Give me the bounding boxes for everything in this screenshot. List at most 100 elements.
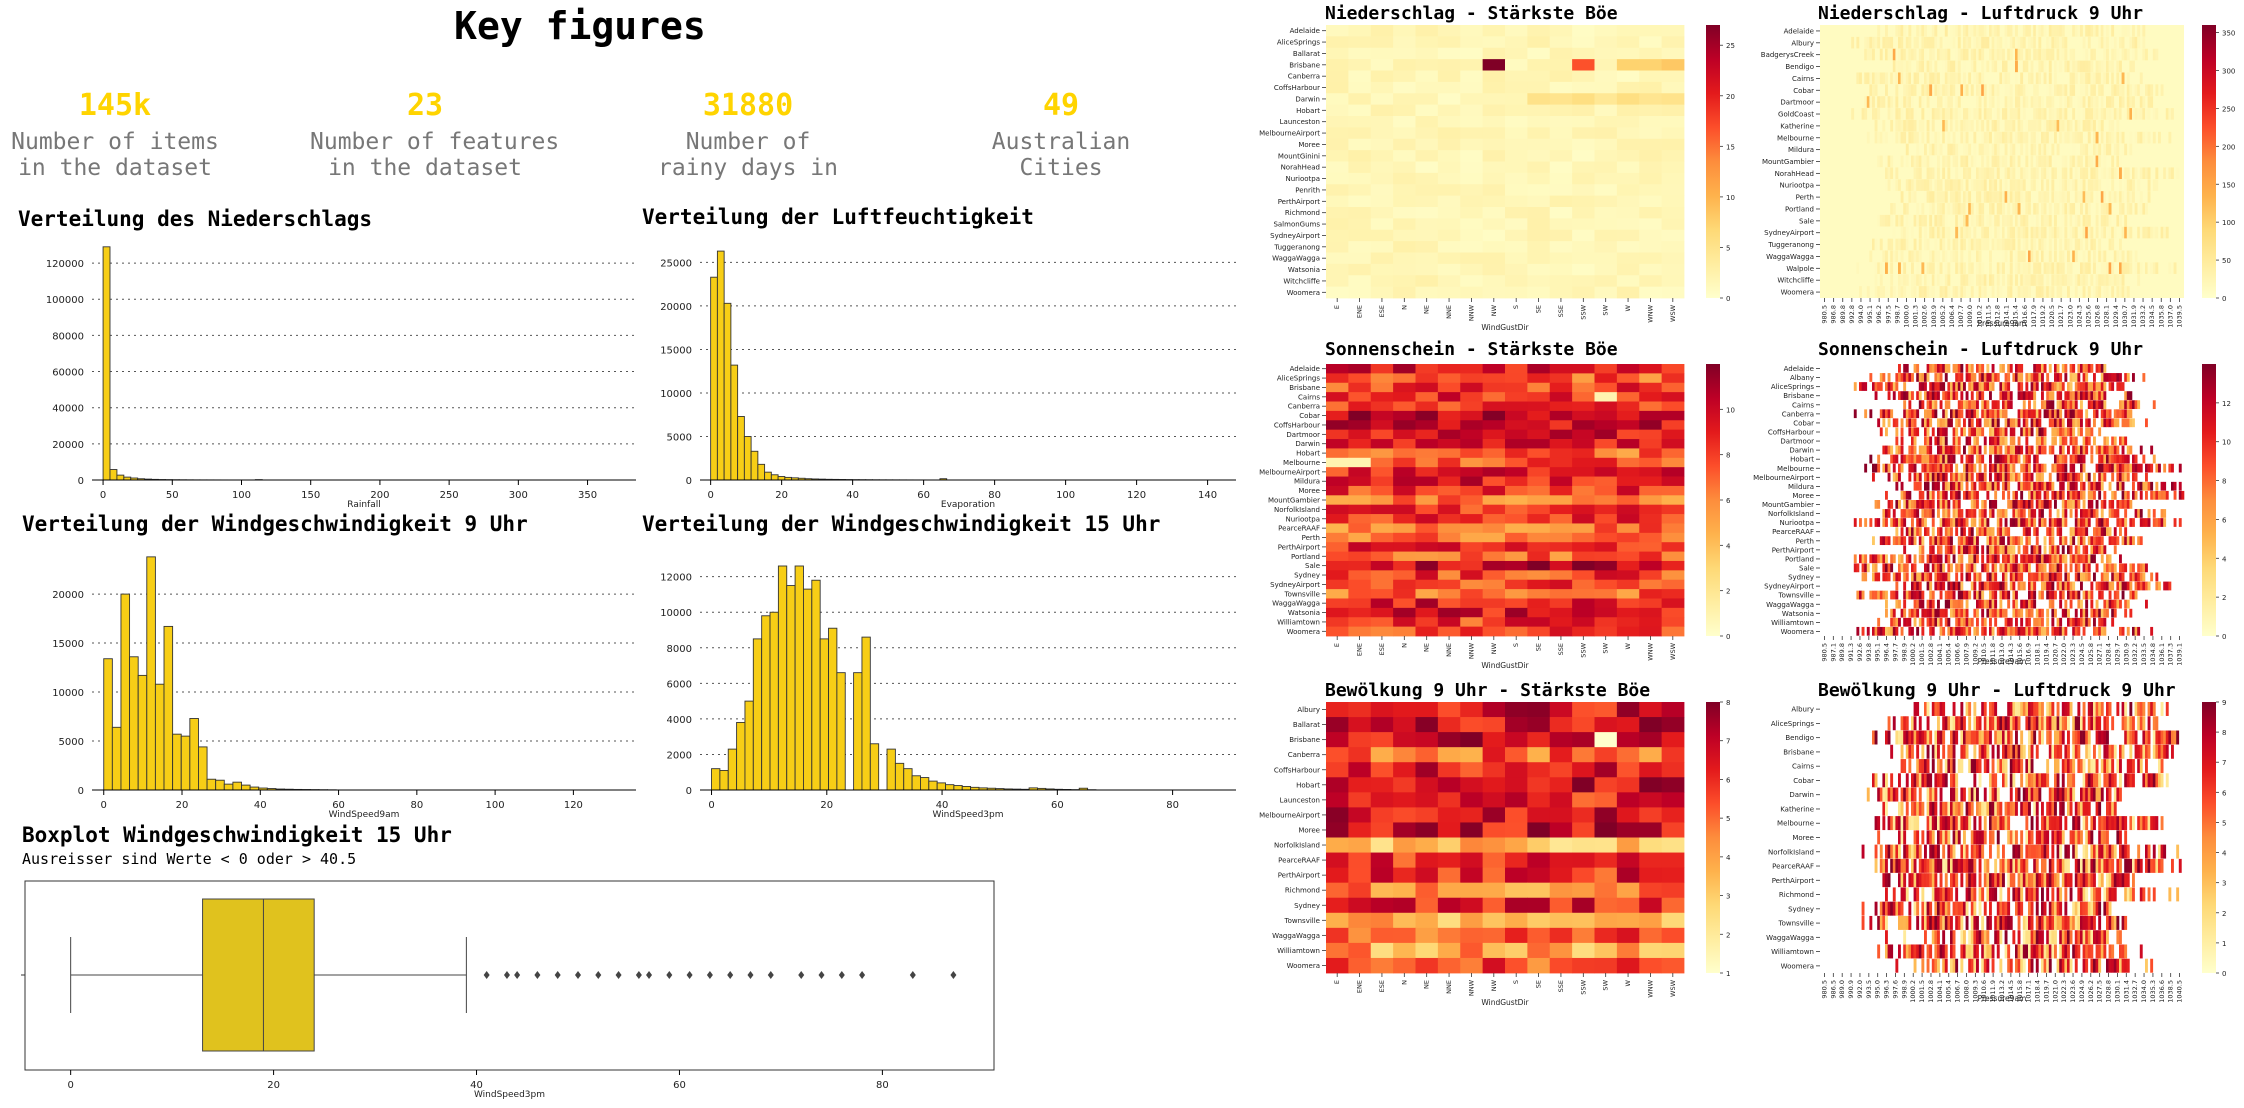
- heatmap-cell: [2059, 25, 2063, 37]
- heatmap-cell: [1594, 150, 1618, 162]
- heatmap-cell: [2077, 191, 2081, 203]
- heatmap-cell: [1926, 238, 1930, 251]
- heatmap-cell: [1963, 518, 1966, 527]
- heatmap-cell: [1639, 25, 1663, 37]
- heatmap-cell: [1939, 179, 1943, 191]
- heatmap-cell: [2035, 373, 2039, 382]
- heatmap-cell: [1882, 563, 1886, 573]
- heatmap-cell: [1866, 131, 1870, 144]
- heatmap-cell: [2035, 36, 2039, 49]
- heatmap-cell: [1437, 429, 1461, 440]
- heatmap-cell: [1895, 581, 1899, 591]
- heatmap-cell: [1965, 274, 1969, 286]
- heatmap-cell: [1924, 472, 1927, 482]
- heatmap-cell: [1970, 427, 1974, 437]
- heatmap-cell: [2080, 509, 2083, 518]
- bar: [723, 302, 732, 481]
- heatmap-cell: [1415, 532, 1439, 543]
- heatmap-cell: [2009, 418, 2013, 428]
- heatmap-cell: [2051, 191, 2055, 203]
- heatmap-cell: [1924, 286, 1927, 298]
- heatmap-cell: [2142, 48, 2146, 61]
- heatmap-cell: [1976, 36, 1979, 49]
- heatmap-cell: [2119, 238, 2122, 251]
- heatmap-cell: [2038, 463, 2042, 473]
- heatmap-cell: [1929, 60, 1933, 73]
- heatmap-cell: [2022, 427, 2026, 437]
- heatmap-cell: [1859, 554, 1862, 564]
- heatmap-cell: [1955, 96, 1959, 108]
- heatmap-cell: [2147, 84, 2151, 96]
- y-tick-label: Melbourne: [1777, 134, 1814, 142]
- heatmap-cell: [1594, 138, 1618, 151]
- heatmap-cell: [2126, 391, 2130, 400]
- heatmap-cell: [2087, 572, 2091, 582]
- heatmap-sun-gust: AdelaideAliceSpringsBrisbaneCairnsCanber…: [1259, 364, 1735, 670]
- heatmap-cell: [2033, 119, 2037, 132]
- heatmap-cell: [1996, 167, 2000, 180]
- heatmap-cell: [2025, 427, 2029, 437]
- heatmap-cell: [1929, 382, 1933, 391]
- heatmap-cell: [1944, 436, 1948, 446]
- heatmap-cell: [2085, 119, 2089, 132]
- heatmap-cell: [2119, 72, 2122, 85]
- heatmap-cell: [2038, 490, 2042, 500]
- heatmap-cell: [1890, 563, 1894, 573]
- x-tick-label: 1002.6: [1921, 305, 1929, 328]
- y-tick-label: Watsonia: [1288, 266, 1320, 274]
- heatmap-cell: [2113, 214, 2117, 227]
- heatmap-cell: [2028, 581, 2031, 591]
- heatmap-cell: [1903, 545, 1907, 555]
- heatmap-cell: [2126, 536, 2130, 546]
- heatmap-cell: [1900, 214, 1904, 227]
- y-tick-label: AliceSprings: [1277, 375, 1320, 383]
- heatmap-cell: [2048, 25, 2052, 37]
- heatmap-cell: [1973, 518, 1977, 527]
- heatmap-cell: [1952, 364, 1956, 373]
- heatmap-cell: [1911, 509, 1914, 518]
- heatmap-cell: [1963, 490, 1966, 500]
- heatmap-cell: [2108, 373, 2112, 382]
- heatmap-cell: [1986, 527, 1990, 536]
- heatmap-cell: [2077, 418, 2081, 428]
- heatmap-cell: [1370, 476, 1394, 487]
- heatmap-cell: [1963, 48, 1966, 61]
- heatmap-cell: [2061, 400, 2065, 410]
- heatmap-cell: [1370, 401, 1394, 412]
- heatmap-cell: [1924, 25, 1927, 37]
- heatmap-cell: [1994, 418, 1998, 428]
- heatmap-cell: [1957, 179, 1961, 191]
- heatmap-cell: [2119, 409, 2122, 419]
- heatmap-cell: [2152, 131, 2156, 144]
- heatmap-cell: [2087, 427, 2091, 437]
- heatmap-cell: [1549, 172, 1573, 185]
- heatmap-cell: [1639, 150, 1663, 162]
- heatmap-cell: [2043, 545, 2047, 555]
- heatmap-cell: [1926, 108, 1930, 120]
- heatmap-cell: [2072, 400, 2076, 410]
- heatmap-cell: [2103, 226, 2107, 239]
- heatmap-cell: [2121, 131, 2125, 144]
- heatmap-cell: [2033, 463, 2037, 473]
- heatmap-cell: [2025, 518, 2029, 527]
- heatmap-cell: [1978, 454, 1982, 464]
- heatmap-cell: [1955, 191, 1959, 203]
- heatmap-cell: [1939, 400, 1943, 410]
- heatmap-cell: [2129, 179, 2133, 191]
- heatmap-cell: [2064, 373, 2068, 382]
- heatmap-cell: [2095, 400, 2099, 410]
- heatmap-cell: [1947, 36, 1951, 49]
- heatmap-cell: [2074, 454, 2078, 464]
- y-tick-label: Mildura: [1788, 146, 1814, 154]
- bar: [953, 785, 963, 791]
- heatmap-cell: [2087, 108, 2091, 120]
- heatmap-cell: [2171, 108, 2174, 120]
- heatmap-cell: [2080, 131, 2083, 144]
- x-tick-label: 1029.4: [2112, 305, 2120, 328]
- heatmap-cell: [1942, 409, 1946, 419]
- heatmap-cell: [1939, 382, 1943, 391]
- heatmap-cell: [2007, 108, 2011, 120]
- heatmap-cell: [1905, 36, 1909, 49]
- heatmap-cell: [1370, 420, 1394, 431]
- heatmap-cell: [2002, 262, 2005, 274]
